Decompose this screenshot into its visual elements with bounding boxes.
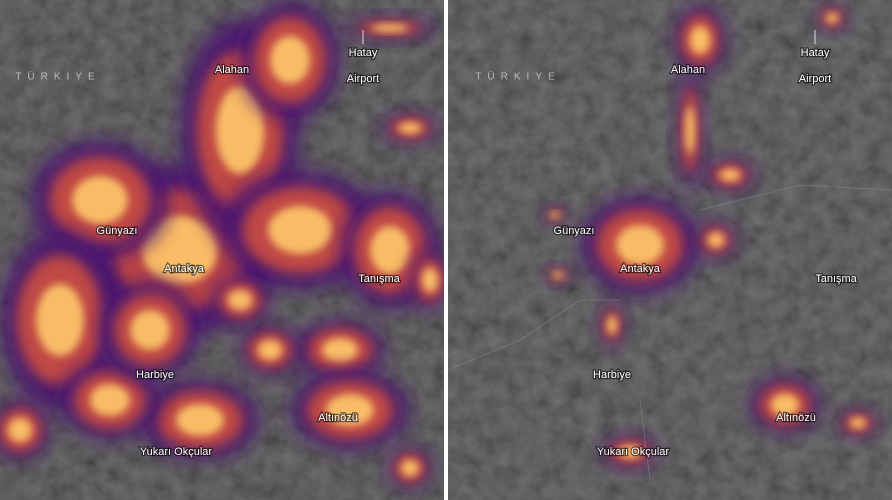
place-label: Antakya [620,263,661,275]
light-glow [553,271,563,279]
light-glow [422,268,438,292]
place-label: Alahan [215,64,249,76]
left-glow [0,0,444,488]
place-label: Alahan [671,64,705,76]
place-label: Harbiye [593,369,631,381]
place-label: Altınözü [318,412,358,424]
light-glow [685,106,695,154]
light-glow [689,26,711,54]
place-label: Hatay [349,47,378,59]
place-label: Yukarı Okçular [140,446,212,458]
light-glow [551,211,559,219]
country-label: TÜRKIYE [475,71,560,83]
light-glow [142,216,218,284]
light-glow [228,290,252,310]
light-glow [270,36,310,84]
place-label: Günyazı [554,225,595,237]
light-glow [616,225,664,265]
light-glow [130,310,170,350]
light-glow [372,24,408,32]
light-glow [618,445,642,459]
right-labels: TÜRKIYE Alahan Hatay Airport Günyazı Ant… [475,46,859,460]
light-glow [826,13,838,23]
light-glow [258,340,282,360]
left-labels: TÜRKIYE Alahan Hatay Airport Günyazı Ant… [15,46,402,460]
light-glow [771,393,799,417]
light-glow [268,206,332,254]
divider [444,0,448,500]
light-glow [176,404,224,436]
light-glow [72,176,128,224]
light-glow [322,338,358,362]
light-glow [326,394,374,426]
place-label: Airport [347,73,379,85]
light-glow [850,417,866,429]
roads [447,184,892,481]
place-label: Antakya [164,263,205,275]
light-glow [398,122,422,134]
place-label: Altınözü [776,412,816,424]
light-glow [90,384,130,416]
place-label: Tanışma [815,273,857,285]
light-glow [36,284,84,356]
place-label: Günyazı [97,225,138,237]
light-glow [370,226,410,274]
right-glow [545,5,878,468]
light-glow [708,232,724,248]
light-glow [720,169,740,181]
light-glow [216,86,264,174]
light-glow [401,460,419,476]
light-glow [607,316,617,334]
place-label: Airport [799,73,831,85]
light-glow [8,418,32,442]
place-label: Harbiye [136,369,174,381]
place-label: Yukarı Okçular [597,446,669,458]
country-label: TÜRKIYE [15,71,100,83]
place-label: Hatay [801,47,830,59]
place-label: Tanışma [358,273,400,285]
